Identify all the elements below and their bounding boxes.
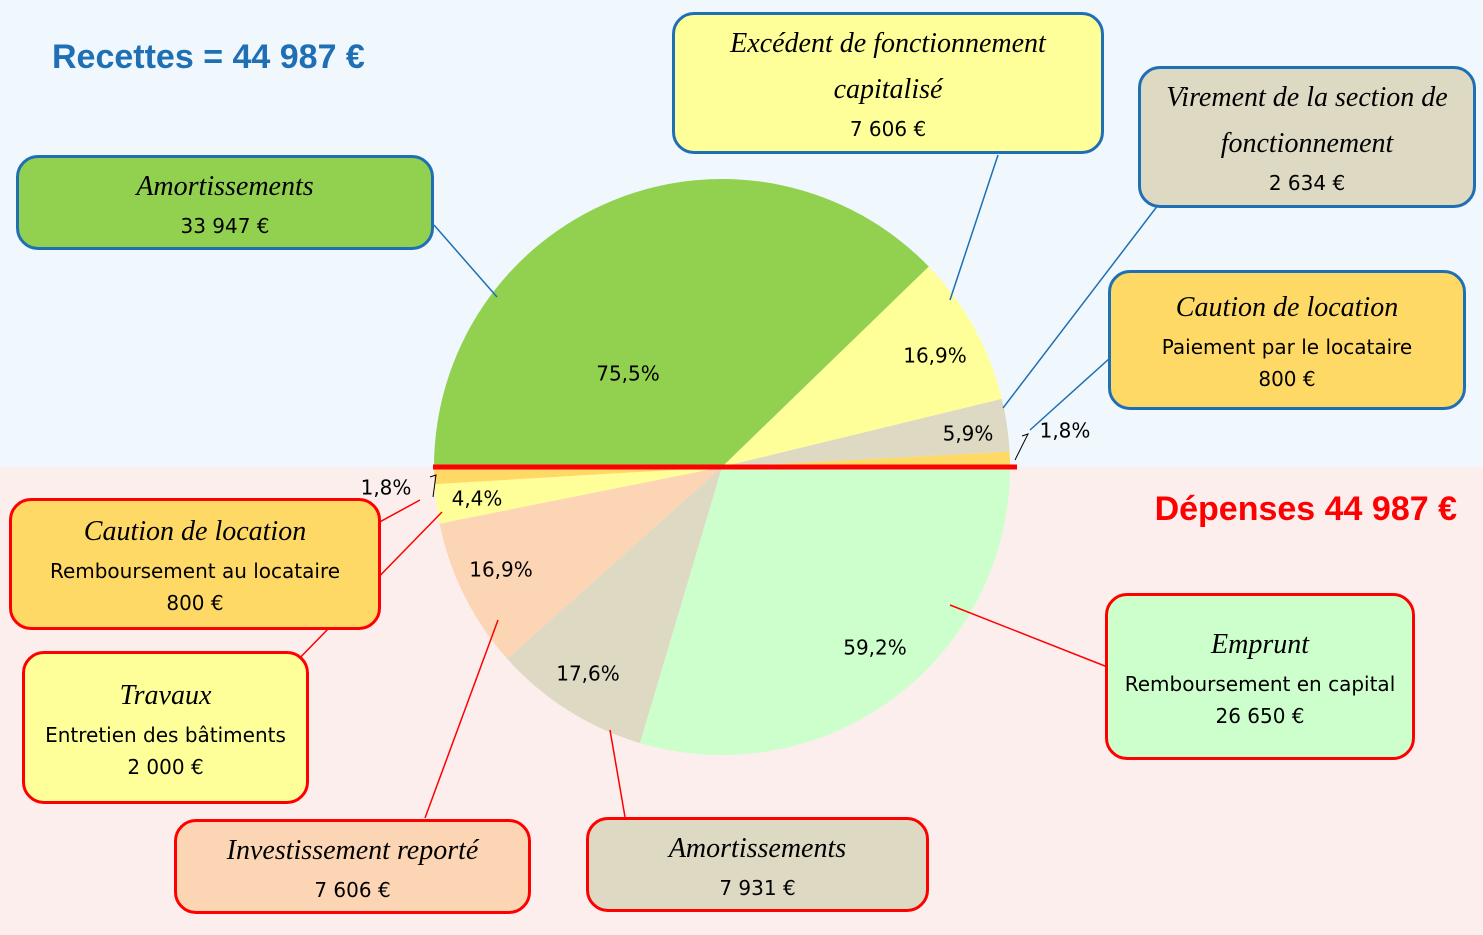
label-box: Emprunt Remboursement en capital 26 650 € bbox=[1105, 593, 1415, 760]
slice bbox=[722, 266, 1002, 467]
label-box: Investissement reporté 7 606 € bbox=[174, 819, 531, 914]
box-amount: 7 931 € bbox=[719, 875, 796, 900]
label-box: Virement de la section de fonctionnement… bbox=[1138, 66, 1476, 208]
slice bbox=[722, 398, 1010, 467]
box-detail: Remboursement en capital bbox=[1124, 671, 1396, 696]
box-title: Amortissements bbox=[136, 170, 314, 202]
leader-line bbox=[1002, 195, 1166, 409]
label-box: Excédent de fonctionnement capitalisé 7 6… bbox=[672, 12, 1104, 154]
slice bbox=[639, 467, 1010, 755]
percent-label: 5,9% bbox=[943, 422, 994, 446]
slice bbox=[434, 467, 722, 485]
box-amount: 800 € bbox=[1258, 367, 1316, 391]
slice bbox=[434, 467, 722, 524]
box-title: Caution de location bbox=[1175, 292, 1399, 323]
section-title: Dépenses 44 987 € bbox=[1154, 490, 1457, 528]
leader-tick bbox=[429, 474, 437, 498]
label-box: Travaux Entretien des bâtiments 2 000 € bbox=[22, 651, 309, 804]
box-title: Caution de location bbox=[83, 516, 307, 547]
slice bbox=[507, 467, 722, 744]
percent-label: 75,5% bbox=[596, 362, 660, 386]
percent-label: 17,6% bbox=[556, 662, 620, 686]
leader-line bbox=[609, 729, 626, 818]
section-title: Recettes = 44 987 € bbox=[52, 38, 365, 76]
box-title: Excédent de fonctionnement capitalisé bbox=[730, 28, 1046, 105]
box-amount: 26 650 € bbox=[1215, 703, 1305, 728]
slice bbox=[722, 451, 1010, 468]
percent-label: 1,8% bbox=[1040, 419, 1091, 443]
slice bbox=[434, 179, 929, 467]
box-title: Virement de la section de fonctionnement bbox=[1166, 82, 1448, 159]
slice bbox=[439, 467, 722, 659]
box-title: Amortissements bbox=[668, 832, 847, 864]
box-detail: Entretien des bâtiments bbox=[45, 722, 286, 747]
box-detail: Remboursement au locataire bbox=[49, 559, 341, 583]
percent-label: 16,9% bbox=[903, 344, 967, 368]
percent-label: 59,2% bbox=[843, 636, 907, 660]
box-amount: 2 634 € bbox=[1268, 171, 1346, 195]
label-box: Caution de location Paiement par le locat… bbox=[1108, 270, 1466, 410]
label-box: Amortissements 33 947 € bbox=[16, 155, 434, 250]
box-amount: 800 € bbox=[166, 591, 224, 615]
label-box: Amortissements 7 931 € bbox=[586, 817, 929, 912]
leader-line bbox=[424, 619, 499, 819]
leader-line bbox=[433, 224, 498, 298]
box-amount: 7 606 € bbox=[314, 877, 391, 902]
percent-label: 4,4% bbox=[452, 487, 503, 511]
label-box: Caution de location Remboursement au loca… bbox=[9, 498, 381, 630]
percent-label: 1,8% bbox=[361, 476, 412, 500]
box-amount: 7 606 € bbox=[849, 117, 927, 141]
box-title: Travaux bbox=[119, 679, 212, 711]
box-title: Emprunt bbox=[1211, 628, 1309, 660]
leader-line bbox=[949, 604, 1111, 669]
box-amount: 33 947 € bbox=[180, 213, 270, 238]
percent-label: 16,9% bbox=[469, 558, 533, 582]
leader-line bbox=[949, 154, 999, 301]
leader-tick bbox=[1014, 433, 1029, 461]
box-detail: Paiement par le locataire bbox=[1161, 335, 1413, 359]
box-amount: 2 000 € bbox=[127, 754, 204, 779]
box-title: Investissement reporté bbox=[226, 834, 479, 866]
